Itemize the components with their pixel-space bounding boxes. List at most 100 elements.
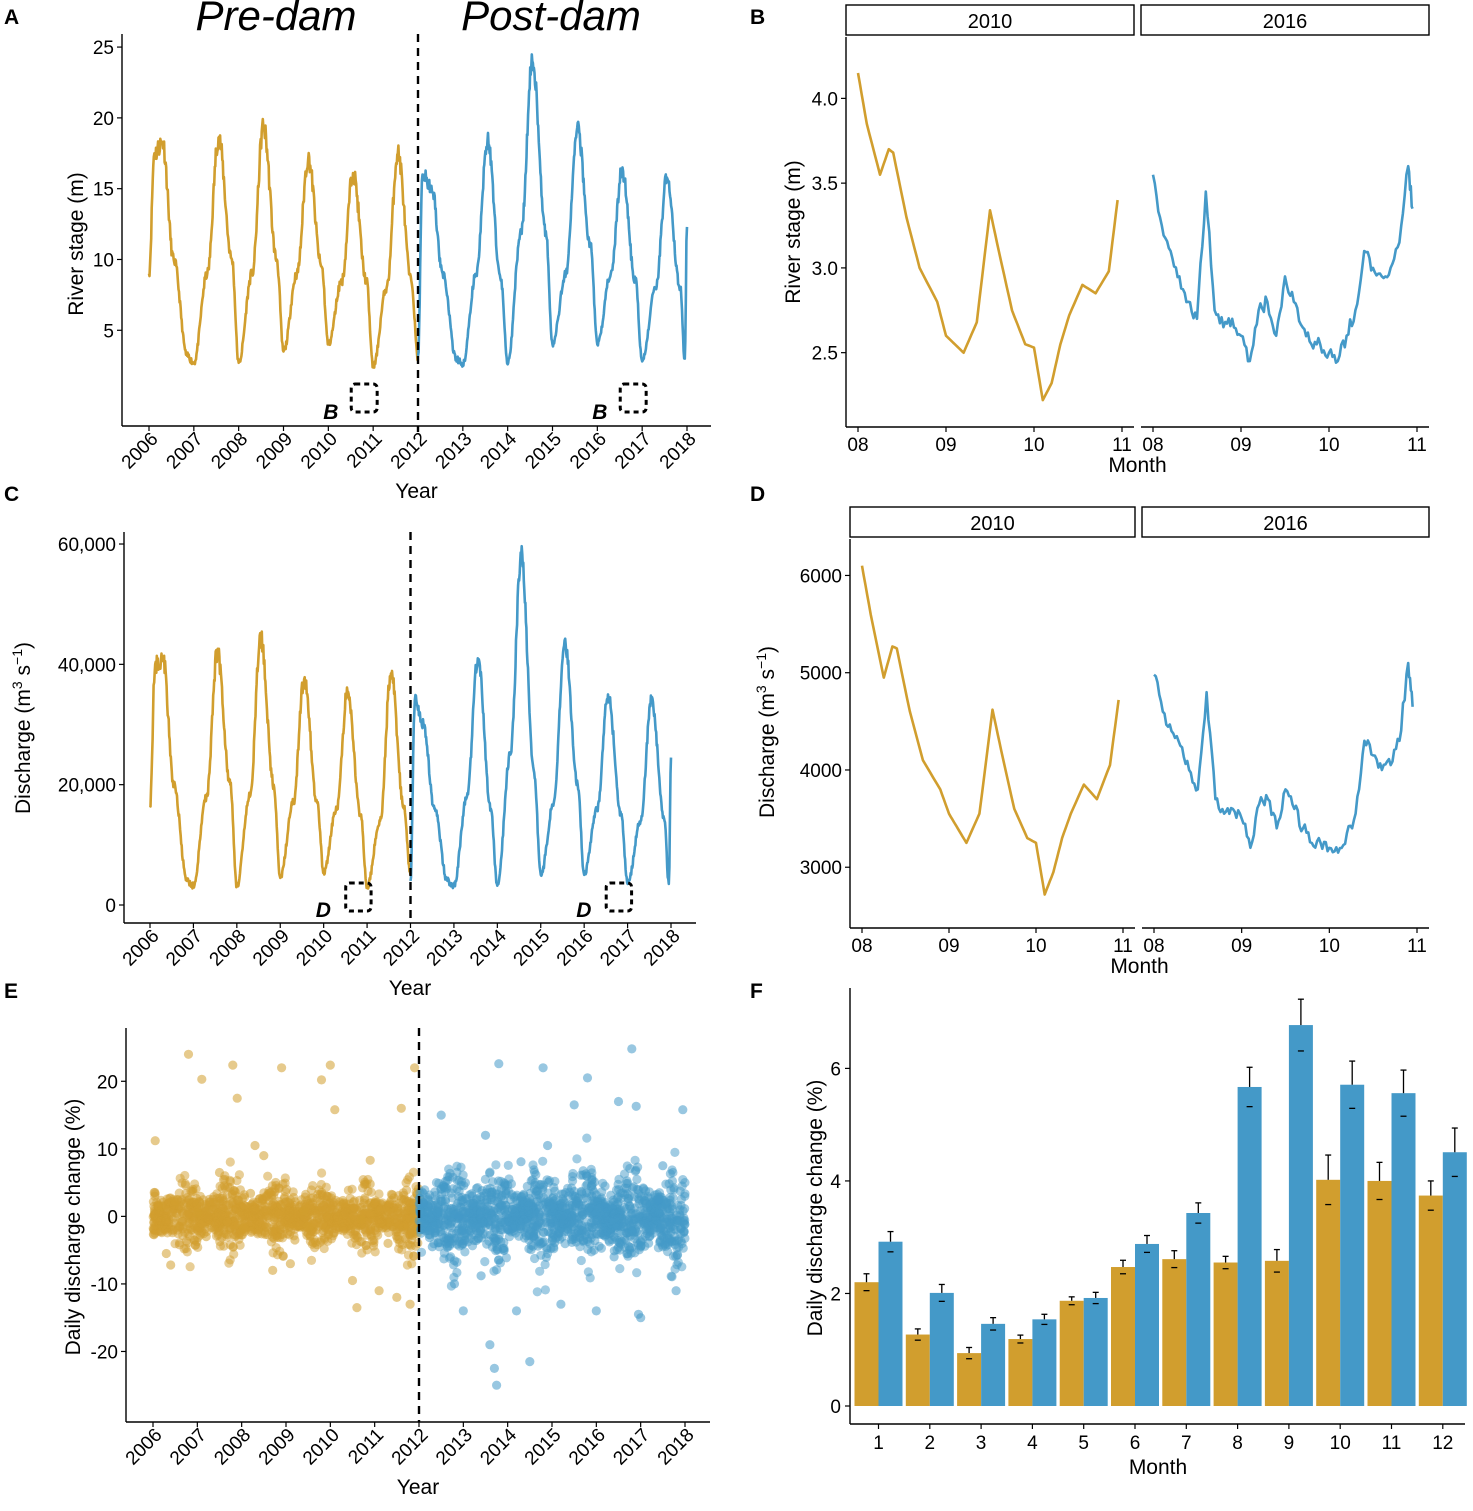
scatter-point-outlier: [290, 1235, 300, 1245]
scatter-point-outlier: [356, 1215, 366, 1225]
scatter-point-outlier: [383, 1238, 393, 1248]
x-tick-label: 08: [1143, 936, 1164, 957]
series-line-2016: [1153, 661, 1414, 854]
scatter-point: [596, 1243, 607, 1253]
scatter-point-outlier: [494, 1059, 504, 1069]
x-tick-label: 2010: [299, 1425, 344, 1470]
scatter-point: [528, 1175, 538, 1185]
scatter-point-outlier: [303, 1221, 313, 1232]
x-tick-label: 11: [1407, 936, 1427, 957]
x-tick-label: 2006: [122, 1425, 167, 1470]
scatter-point-outlier: [396, 1103, 406, 1113]
series-line-post: [416, 53, 689, 368]
scatter-point: [640, 1207, 650, 1217]
scatter-point: [338, 1226, 348, 1236]
x-tick-label: 2007: [166, 1425, 211, 1470]
y-tick-label: 2: [830, 1284, 841, 1305]
scatter-point: [611, 1223, 621, 1233]
x-tick-label: 2018: [640, 926, 685, 971]
scatter-point: [664, 1179, 674, 1189]
scatter-point-outlier: [239, 1223, 249, 1234]
scatter-point: [261, 1206, 271, 1216]
scatter-point-outlier: [600, 1201, 610, 1211]
scatter-point-outlier: [259, 1151, 269, 1161]
scatter-point: [521, 1231, 531, 1241]
scatter-point: [225, 1157, 235, 1167]
scatter-point-outlier: [449, 1279, 460, 1289]
y-axis-label-part: −1: [753, 653, 769, 669]
y-axis-label: Daily discharge change (%): [62, 1099, 85, 1356]
panel-b-river-stage-zoom: 2010 08 09 10 11 2016 08 09 10 11 2.5 3.0 3.5 4.0 Mont…: [782, 4, 1430, 477]
scatter-point: [597, 1187, 607, 1197]
scatter-point: [557, 1232, 567, 1242]
y-tick-label: 0: [105, 896, 116, 917]
scatter-point: [657, 1240, 668, 1250]
y-tick-label: 6000: [800, 566, 842, 587]
x-tick-label: 3: [976, 1433, 987, 1454]
zoom-box-letter: B: [592, 401, 607, 424]
scatter-point: [540, 1259, 550, 1270]
y-axis-label-part: Discharge (m: [12, 689, 35, 814]
pre-dam-title: Pre-dam: [195, 0, 356, 39]
scatter-point: [549, 1242, 559, 1252]
series-line-post: [409, 544, 673, 890]
facet-strip-label: 2016: [1263, 11, 1308, 33]
scatter-point: [317, 1168, 327, 1178]
scatter-point: [665, 1169, 676, 1179]
panel-label-f: F: [750, 980, 763, 1003]
y-axis-label-part: 3: [9, 681, 25, 689]
series-line-pre: [148, 630, 412, 890]
x-tick-label: 2016: [565, 1425, 610, 1470]
x-axis-label: Year: [395, 480, 437, 503]
scatter-point: [326, 1201, 336, 1211]
scatter-point-outlier: [418, 1198, 428, 1208]
scatter-point-outlier: [170, 1197, 180, 1207]
x-tick-label: 2007: [163, 429, 208, 474]
scatter-point-outlier: [609, 1252, 619, 1262]
scatter-point: [347, 1238, 357, 1248]
scatter-point: [501, 1253, 511, 1263]
facet-strip: [849, 506, 1136, 538]
x-tick-label: 2014: [476, 1424, 521, 1469]
scatter-point: [149, 1187, 159, 1198]
scatter-point-outlier: [232, 1093, 242, 1103]
scatter-point: [361, 1240, 371, 1250]
bar-pre-month-6: [1111, 1267, 1135, 1406]
scatter-point: [490, 1214, 500, 1224]
x-tick-label: 2010: [297, 429, 342, 474]
y-tick-label: 20: [97, 1072, 118, 1093]
scatter-point: [584, 1203, 594, 1213]
scatter-point-outlier: [188, 1184, 198, 1194]
scatter-point: [357, 1248, 367, 1258]
scatter-point: [183, 1210, 193, 1220]
scatter-point-outlier: [489, 1363, 499, 1373]
scatter-point-outlier: [633, 1309, 644, 1319]
x-tick-label: 2011: [337, 926, 381, 970]
x-tick-label: 2008: [206, 926, 251, 971]
bar-pre-month-1: [854, 1282, 879, 1406]
scatter-point: [361, 1227, 371, 1237]
scatter-point: [349, 1196, 360, 1206]
x-tick-label: 8: [1232, 1433, 1243, 1454]
facet-strip: [845, 4, 1135, 36]
x-tick-label: 2017: [609, 1425, 654, 1470]
scatter-point: [369, 1238, 379, 1248]
bar-pre-month-10: [1316, 1179, 1341, 1406]
scatter-point-outlier: [569, 1100, 579, 1110]
scatter-point: [485, 1168, 495, 1178]
scatter-point: [652, 1215, 662, 1226]
y-axis-label-part: 3: [753, 685, 769, 693]
scatter-point: [492, 1265, 502, 1275]
scatter-point: [263, 1171, 273, 1181]
scatter-point: [306, 1185, 316, 1195]
y-tick-label: 10: [97, 1140, 118, 1161]
scatter-point: [458, 1197, 468, 1207]
scatter-point: [161, 1216, 171, 1226]
scatter-point: [460, 1178, 470, 1188]
scatter-point: [306, 1255, 317, 1265]
scatter-point-outlier: [405, 1299, 415, 1309]
panel-label-a: A: [4, 6, 19, 29]
x-tick-label: 2016: [566, 429, 611, 474]
x-tick-label: 08: [1142, 435, 1163, 456]
scatter-point: [349, 1204, 359, 1214]
